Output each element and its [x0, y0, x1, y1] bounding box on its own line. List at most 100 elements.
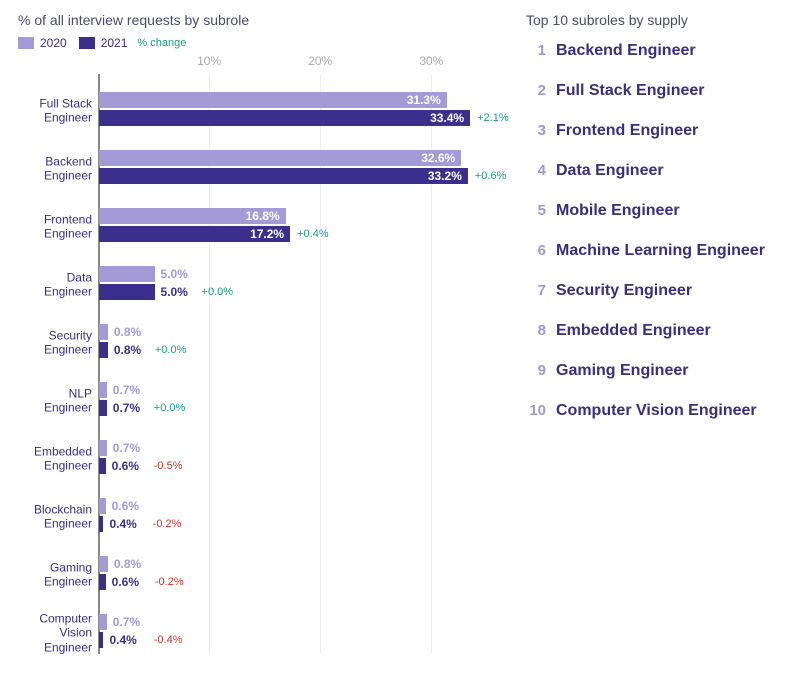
bar-2021: 0.7%: [99, 400, 107, 416]
chart-row: Computer Vision Engineer0.7%0.4%-0.4%: [98, 604, 518, 662]
bar-2020: 0.7%: [99, 382, 107, 398]
bar-2021: 0.4%: [99, 632, 103, 648]
legend-swatch-2021: [79, 37, 95, 49]
row-label: NLP Engineer: [22, 387, 98, 416]
bar-2020-value: 0.7%: [107, 441, 140, 455]
ranking-item: 4 Data Engineer: [526, 162, 781, 180]
row-label: Embedded Engineer: [22, 445, 98, 474]
row-label: Security Engineer: [22, 329, 98, 358]
bar-2020-value: 5.0%: [155, 267, 188, 281]
bar-2021-value: 5.0%: [155, 285, 188, 299]
row-label: Full Stack Engineer: [22, 97, 98, 126]
bar-2021-value: 0.4%: [103, 633, 136, 647]
bar-2021-value: 0.4%: [103, 517, 136, 531]
bar-2020: 16.8%: [99, 208, 286, 224]
bar-2021: 0.6%: [99, 458, 106, 474]
bar-2021-value: 0.8%: [108, 343, 141, 357]
ranking-number: 7: [526, 282, 546, 299]
bar-2020-value: 32.6%: [421, 151, 455, 165]
change-label: +0.0%: [154, 400, 186, 416]
ranking-number: 9: [526, 362, 546, 379]
bar-2020-value: 16.8%: [246, 209, 280, 223]
bar-2021: 33.2%: [99, 168, 468, 184]
row-label: Backend Engineer: [22, 155, 98, 184]
ranking-item: 7 Security Engineer: [526, 282, 781, 300]
layout-root: % of all interview requests by subrole 2…: [0, 0, 799, 654]
legend-swatch-2020: [18, 37, 34, 49]
bar-2021: 5.0%: [99, 284, 155, 300]
ranking-name: Embedded Engineer: [556, 322, 711, 340]
change-label: -0.2%: [153, 516, 182, 532]
change-label: +0.0%: [202, 284, 234, 300]
chart-row: Embedded Engineer0.7%0.6%-0.5%: [98, 430, 518, 488]
legend-label-change: % change: [137, 37, 186, 49]
bar-2020: 31.3%: [99, 92, 447, 108]
legend-label-2021: 2021: [101, 36, 128, 50]
change-label: +0.0%: [155, 342, 187, 358]
ranking-name: Security Engineer: [556, 282, 692, 300]
ranking-number: 8: [526, 322, 546, 339]
row-label: Blockchain Engineer: [22, 503, 98, 532]
chart-row: Frontend Engineer16.8%17.2%+0.4%: [98, 198, 518, 256]
ranking-item: 3 Frontend Engineer: [526, 122, 781, 140]
change-label: -0.4%: [154, 632, 183, 648]
ranking-name: Data Engineer: [556, 162, 664, 180]
bar-2021-value: 33.4%: [430, 111, 464, 125]
bar-2021: 17.2%: [99, 226, 290, 242]
bar-2021-value: 0.7%: [107, 401, 140, 415]
change-label: -0.2%: [155, 574, 184, 590]
row-label: Computer Vision Engineer: [22, 611, 98, 654]
ranking-number: 2: [526, 82, 546, 99]
bar-2020-value: 31.3%: [407, 93, 441, 107]
bar-2020-value: 0.7%: [107, 615, 140, 629]
change-label: +0.6%: [475, 168, 507, 184]
chart-rows: Full Stack Engineer31.3%33.4%+2.1%Backen…: [98, 82, 518, 662]
x-tick-label: 30%: [419, 54, 443, 68]
bar-2020: 32.6%: [99, 150, 461, 166]
ranking-number: 6: [526, 242, 546, 259]
chart-row: Full Stack Engineer31.3%33.4%+2.1%: [98, 82, 518, 140]
ranking-name: Mobile Engineer: [556, 202, 680, 220]
ranking-number: 4: [526, 162, 546, 179]
ranking-item: 9Gaming Engineer: [526, 362, 781, 380]
chart-row: Data Engineer5.0%5.0%+0.0%: [98, 256, 518, 314]
bar-2020-value: 0.6%: [106, 499, 139, 513]
ranking-item: 1Backend Engineer: [526, 42, 781, 60]
chart-row: Security Engineer0.8%0.8%+0.0%: [98, 314, 518, 372]
bar-2020: 0.6%: [99, 498, 106, 514]
chart-legend: 2020 2021 % change: [18, 36, 518, 50]
ranking-panel: Top 10 subroles by supply 1Backend Engin…: [518, 12, 781, 654]
chart-row: Blockchain Engineer0.6%0.4%-0.2%: [98, 488, 518, 546]
x-tick-label: 20%: [308, 54, 332, 68]
bar-2021-value: 17.2%: [250, 227, 284, 241]
ranking-title: Top 10 subroles by supply: [526, 12, 781, 28]
chart-row: NLP Engineer0.7%0.7%+0.0%: [98, 372, 518, 430]
ranking-name: Machine Learning Engineer: [556, 242, 765, 260]
bar-2020-value: 0.8%: [108, 325, 141, 339]
chart-title: % of all interview requests by subrole: [18, 12, 518, 28]
ranking-number: 10: [526, 402, 546, 419]
ranking-name: Full Stack Engineer: [556, 82, 704, 100]
ranking-number: 5: [526, 202, 546, 219]
bar-2021: 0.8%: [99, 342, 108, 358]
ranking-item: 6 Machine Learning Engineer: [526, 242, 781, 260]
bar-2021: 0.4%: [99, 516, 103, 532]
bar-2021-value: 0.6%: [106, 575, 139, 589]
bar-2020-value: 0.8%: [108, 557, 141, 571]
bar-2020: 0.8%: [99, 556, 108, 572]
bar-2021-value: 33.2%: [428, 169, 462, 183]
bar-2021: 33.4%: [99, 110, 470, 126]
ranking-name: Frontend Engineer: [556, 122, 698, 140]
chart-panel: % of all interview requests by subrole 2…: [18, 12, 518, 654]
legend-label-2020: 2020: [40, 36, 67, 50]
x-tick-label: 10%: [197, 54, 221, 68]
ranking-number: 1: [526, 42, 546, 59]
ranking-item: 2 Full Stack Engineer: [526, 82, 781, 100]
ranking-item: 10Computer Vision Engineer: [526, 402, 781, 420]
ranking-number: 3: [526, 122, 546, 139]
chart-row: Backend Engineer32.6%33.2%+0.6%: [98, 140, 518, 198]
change-label: +0.4%: [297, 226, 329, 242]
chart-row: Gaming Engineer0.8%0.6%-0.2%: [98, 546, 518, 604]
row-label: Gaming Engineer: [22, 561, 98, 590]
ranking-item: 8 Embedded Engineer: [526, 322, 781, 340]
